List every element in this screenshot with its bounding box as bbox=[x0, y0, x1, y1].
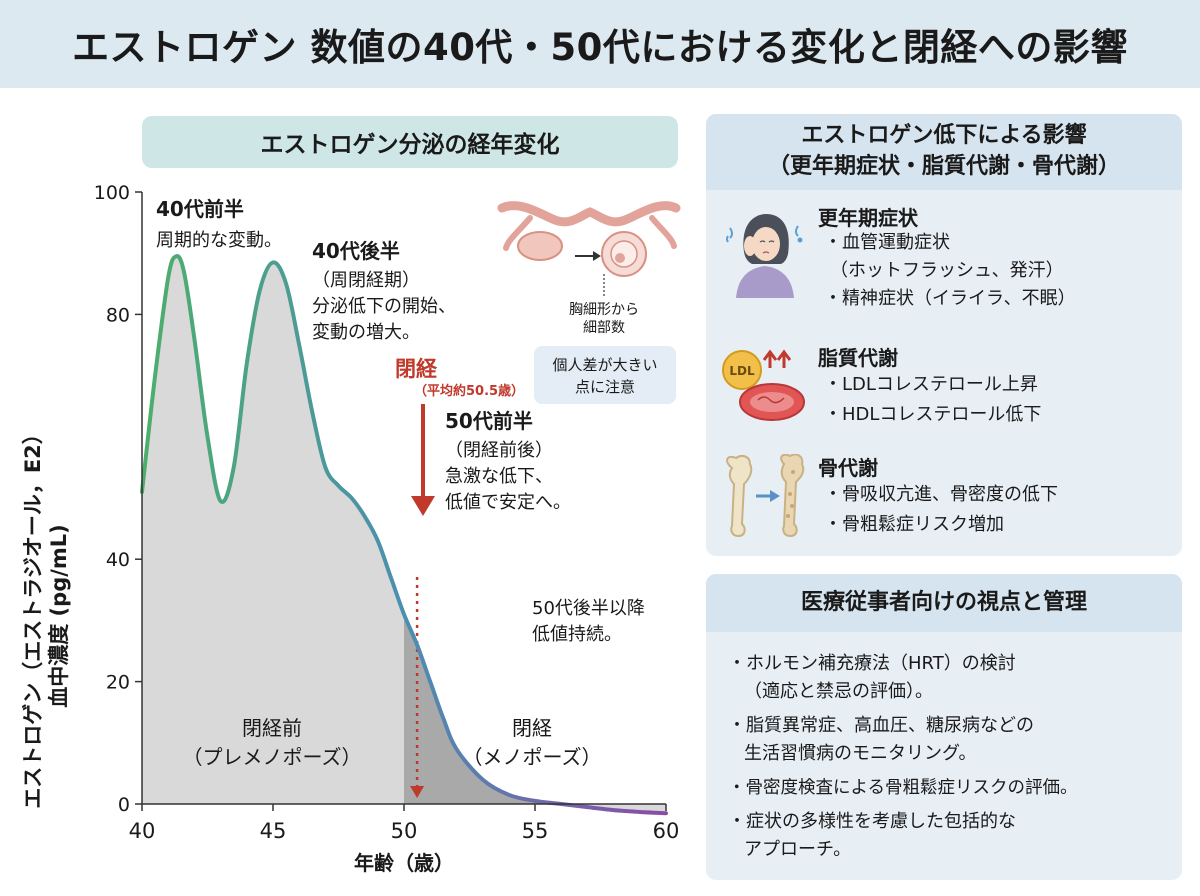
y-axis-label: エストロゲン（エストラジオール，E2） 血中濃度 (pg/mL) bbox=[21, 423, 71, 809]
annotation-late40-line1: （周閉経期） bbox=[312, 270, 420, 291]
effects-group-line: ・LDLコレステロール上昇 bbox=[824, 374, 1038, 395]
individual-difference-line2: 点に注意 bbox=[575, 378, 635, 396]
follicle-caption-line2: 細部数 bbox=[583, 320, 625, 336]
region-label-menopause: 閉経 bbox=[512, 716, 552, 740]
area-premenopause bbox=[142, 256, 666, 814]
annotation-early40-text: 周期的な変動。 bbox=[156, 230, 282, 251]
x-tick-label: 60 bbox=[653, 819, 680, 843]
estrogen-chart: 0 20 40 80 100 40 45 50 55 60 エストロゲン（エストラジオール，E2）… bbox=[21, 182, 681, 875]
region-label-premenopause-sub: （プレメノポーズ） bbox=[183, 745, 362, 769]
x-tick-label: 50 bbox=[391, 819, 418, 843]
effects-group-line: ・HDLコレステロール低下 bbox=[824, 404, 1042, 425]
effects-panel-header: エストロゲン低下による影響 （更年期症状・脂質代謝・骨代謝） bbox=[706, 114, 1182, 190]
effects-panel-title: エストロゲン低下による影響 bbox=[801, 123, 1087, 148]
bone-icon bbox=[726, 454, 805, 538]
y-tick-label: 100 bbox=[94, 182, 130, 204]
effects-group-line: ・骨吸収亢進、骨密度の低下 bbox=[824, 484, 1058, 505]
uterus-illustration bbox=[497, 201, 681, 296]
svg-text:LDL: LDL bbox=[729, 364, 755, 378]
annotation-early50-line3: 低値で安定へ。 bbox=[445, 492, 571, 513]
annotation-late50-line2: 低値持続。 bbox=[532, 624, 622, 645]
effects-group-line: ・骨粗鬆症リスク増加 bbox=[824, 514, 1004, 535]
x-axis-label: 年齢（歳） bbox=[354, 851, 454, 875]
title-bar: エストロゲン 数値の40代・50代における変化と閉経への影響 bbox=[0, 0, 1200, 88]
y-tick-label: 80 bbox=[106, 304, 130, 326]
menopause-dotted-arrowhead bbox=[410, 786, 425, 798]
region-label-premenopause: 閉経前 bbox=[242, 716, 302, 740]
area-menopause bbox=[404, 614, 666, 804]
management-line: （適応と禁忌の評価）。 bbox=[744, 681, 933, 702]
estrogen-curve bbox=[140, 254, 668, 816]
y-tick-label: 40 bbox=[106, 549, 130, 571]
ldl-cholesterol-icon: LDL bbox=[722, 349, 805, 421]
effects-group-title: 脂質代謝 bbox=[818, 346, 898, 370]
annotation-early40-title: 40代前半 bbox=[156, 197, 244, 221]
region-label-menopause-sub: （メノポーズ） bbox=[463, 745, 602, 769]
chart-header: エストロゲン分泌の経年変化 bbox=[142, 116, 678, 168]
management-line: ・症状の多様性を考慮した包括的な bbox=[728, 811, 1016, 832]
page-title: エストロゲン 数値の40代・50代における変化と閉経への影響 bbox=[72, 26, 1128, 69]
y-tick-label: 20 bbox=[106, 672, 130, 694]
annotation-late40-title: 40代後半 bbox=[312, 239, 400, 263]
management-panel-title: 医療従事者向けの視点と管理 bbox=[706, 574, 1182, 632]
effects-panel: エストロゲン低下による影響 （更年期症状・脂質代謝・骨代謝） 更年期症状 ・血管… bbox=[706, 114, 1182, 556]
management-line: アプローチ。 bbox=[744, 839, 852, 860]
individual-difference-box bbox=[534, 346, 676, 404]
annotation-early50-line2: 急激な低下、 bbox=[445, 466, 553, 487]
x-tick-label: 40 bbox=[129, 819, 156, 843]
management-panel: 医療従事者向けの視点と管理 ・ホルモン補充療法（HRT）の検討 （適応と禁忌の評… bbox=[706, 574, 1182, 880]
annotation-early50-line1: （閉経前後） bbox=[445, 440, 553, 461]
individual-difference-line1: 個人差が大きい bbox=[552, 356, 657, 374]
annotation-menopause-title: 閉経 bbox=[395, 357, 438, 381]
effects-group-title: 骨代謝 bbox=[818, 456, 878, 480]
annotation-late40-line3: 変動の増大。 bbox=[312, 322, 420, 343]
follicle-caption-line1: 胸細形から bbox=[569, 302, 639, 318]
management-line: ・骨密度検査による骨粗鬆症リスクの評価。 bbox=[728, 778, 1078, 798]
management-line: ・ホルモン補充療法（HRT）の検討 bbox=[728, 653, 1016, 674]
annotation-menopause-avg: （平均約50.5歳） bbox=[414, 383, 524, 399]
management-line: ・脂質異常症、高血圧、糖尿病などの bbox=[728, 715, 1034, 736]
menopause-arrow-head bbox=[411, 496, 435, 516]
annotation-late50-line1: 50代後半以降 bbox=[532, 598, 645, 619]
management-line: 生活習慣病のモニタリング。 bbox=[744, 743, 977, 764]
effects-panel-subtitle: （更年期症状・脂質代謝・骨代謝） bbox=[767, 154, 1120, 179]
effects-group-title: 更年期症状 bbox=[818, 206, 918, 230]
effects-group-line: （ホットフラッシュ、発汗） bbox=[830, 260, 1064, 281]
x-tick-label: 55 bbox=[522, 819, 549, 843]
woman-headache-icon bbox=[726, 214, 803, 298]
effects-group-line: ・精神症状（イライラ、不眠） bbox=[824, 288, 1076, 309]
y-tick-label: 0 bbox=[118, 794, 130, 816]
y-axis-label-line1: エストロゲン（エストラジオール，E2） bbox=[21, 423, 45, 809]
x-tick-label: 45 bbox=[260, 819, 287, 843]
annotation-early50-title: 50代前半 bbox=[445, 409, 533, 433]
annotation-late40-line2: 分泌低下の開始、 bbox=[312, 296, 456, 317]
y-axis-label-line2: 血中濃度 (pg/mL) bbox=[47, 524, 71, 708]
effects-group-line: ・血管運動症状 bbox=[824, 232, 950, 253]
